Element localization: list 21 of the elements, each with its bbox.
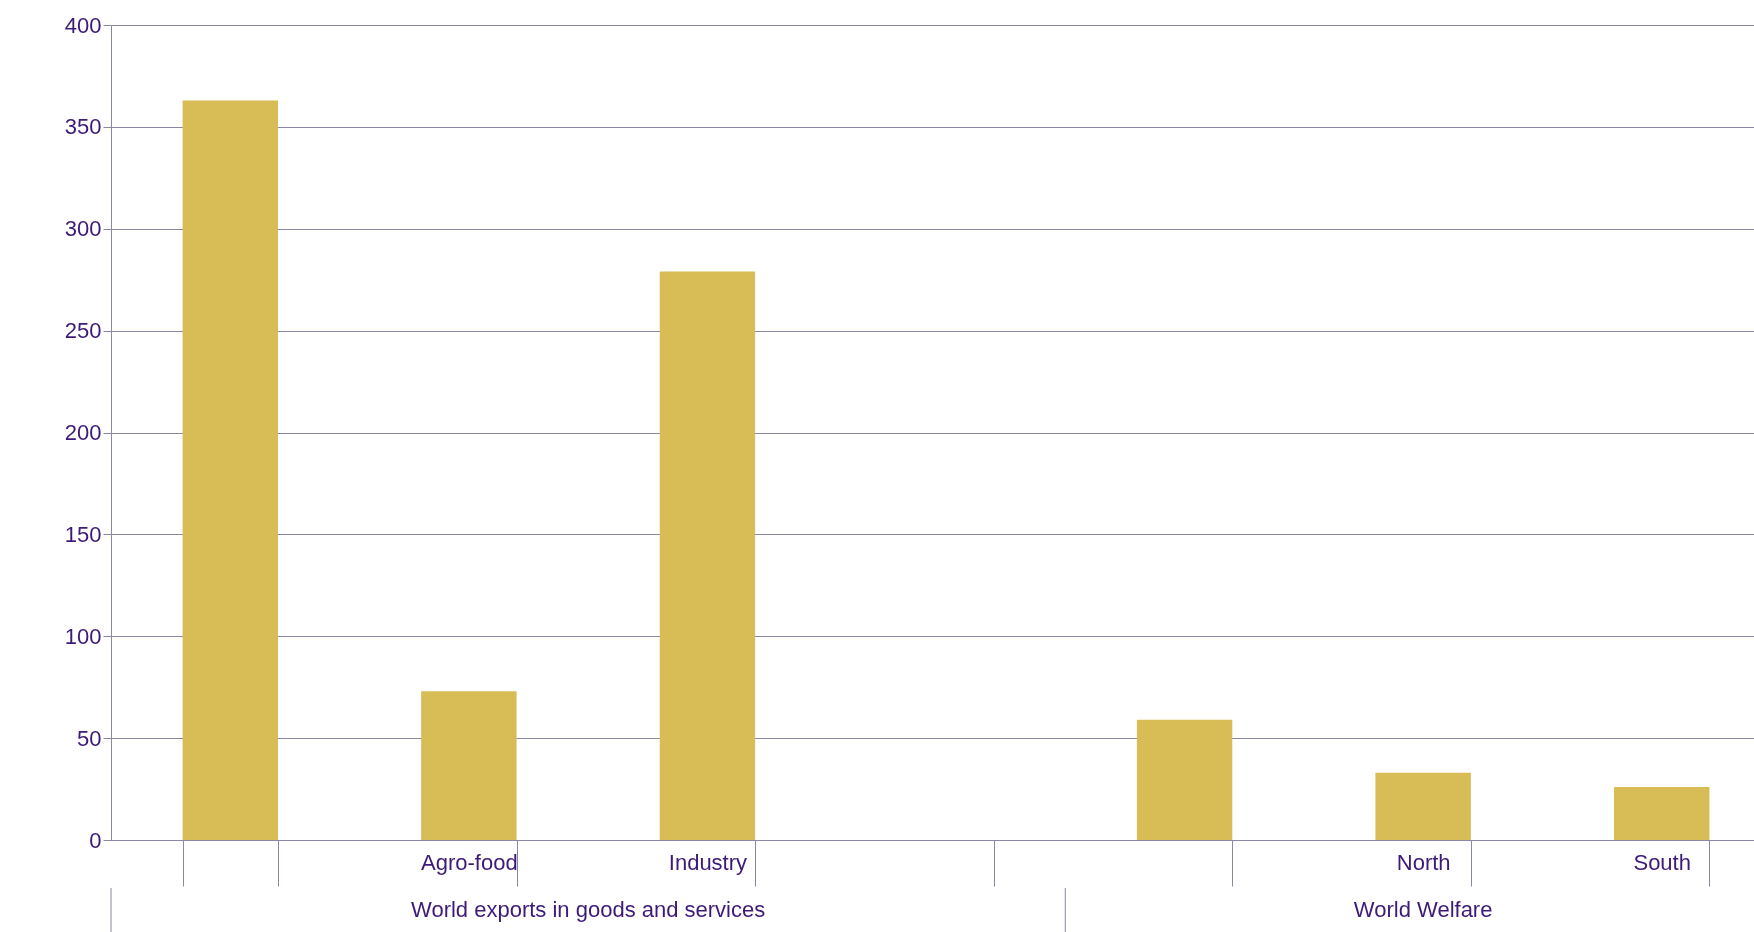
bar [659, 271, 756, 840]
text: World Welfare [1353, 897, 1493, 922]
x-tick-label: South [1633, 849, 1691, 875]
y-tick-label: 350 [64, 114, 102, 140]
bar [1136, 719, 1233, 840]
bar [1614, 787, 1710, 840]
y-tick-label: 50 [77, 725, 102, 751]
y-tick-label: 300 [64, 216, 102, 242]
y-tick-label: 250 [64, 318, 102, 344]
y-tick-label: 400 [64, 12, 102, 38]
y-tick-label: 150 [64, 521, 102, 547]
bar [1375, 772, 1471, 840]
x-tick-label: Industry [668, 849, 748, 875]
bar [421, 691, 517, 840]
x-tick-label: Agro-food [421, 849, 518, 875]
y-tick-label: 200 [64, 420, 102, 445]
bar [182, 100, 278, 840]
y-tick-label: 0 [89, 827, 102, 853]
y-tick-label: 100 [64, 623, 102, 649]
x-tick-label: North [1396, 849, 1451, 875]
text: World exports in goods and services [411, 897, 766, 922]
